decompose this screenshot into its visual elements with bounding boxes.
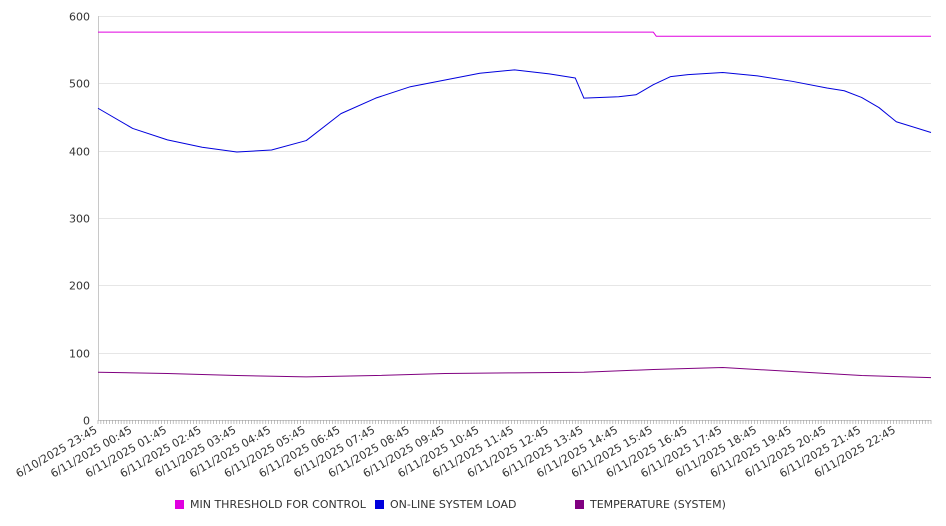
y-tick-label: 400 [69, 146, 90, 159]
legend-item-temperature[interactable]: TEMPERATURE (SYSTEM) [575, 498, 726, 511]
y-tick-label: 600 [69, 11, 90, 24]
y-tick-label: 500 [69, 78, 90, 91]
series-line-1 [97, 69, 932, 153]
legend-label-min-threshold: MIN THRESHOLD FOR CONTROL [190, 498, 366, 511]
x-axis-ticks: 6/10/2025 23:456/11/2025 00:456/11/2025 … [14, 420, 932, 480]
y-tick-label: 200 [69, 280, 90, 293]
y-axis-ticks: 0 100 200 300 400 500 600 [69, 11, 90, 428]
legend-label-temperature: TEMPERATURE (SYSTEM) [590, 498, 726, 511]
x-minor-ticks [97, 420, 932, 424]
legend-swatch-min-threshold [175, 500, 184, 509]
legend-label-system-load: ON-LINE SYSTEM LOAD [390, 498, 517, 511]
series-lines [97, 31, 932, 379]
y-tick-label: 0 [83, 415, 90, 428]
legend-item-min-threshold[interactable]: MIN THRESHOLD FOR CONTROL [175, 498, 366, 511]
legend-swatch-system-load [375, 500, 384, 509]
legend-swatch-temperature [575, 500, 584, 509]
series-line-2 [97, 366, 932, 379]
grid-lines [98, 16, 931, 354]
legend: MIN THRESHOLD FOR CONTROL ON-LINE SYSTEM… [0, 498, 946, 514]
series-line-0 [98, 31, 931, 37]
legend-item-system-load[interactable]: ON-LINE SYSTEM LOAD [375, 498, 516, 511]
y-tick-label: 300 [69, 213, 90, 226]
y-tick-label: 100 [69, 348, 90, 361]
